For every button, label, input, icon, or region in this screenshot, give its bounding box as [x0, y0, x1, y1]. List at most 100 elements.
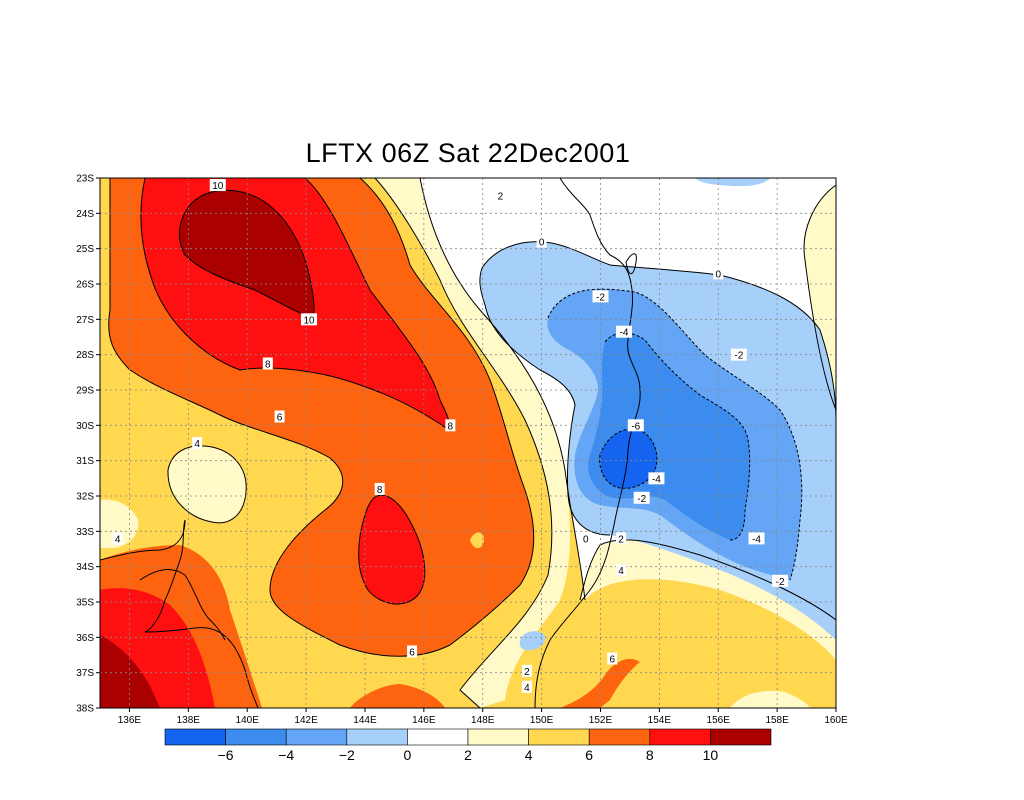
y-tick-label: 33S [76, 527, 94, 538]
colorbar-swatch [649, 728, 711, 746]
colorbar-label: −6 [218, 747, 234, 763]
contour-label: 6 [407, 645, 418, 658]
contour-label: 0 [536, 235, 547, 249]
contour-label: 10 [301, 313, 318, 326]
contour-label-text: 4 [524, 683, 530, 694]
contour-label: 4 [112, 532, 123, 545]
y-tick-label: 24S [76, 209, 94, 220]
colorbar-swatch [407, 728, 469, 746]
contour-label-bg [748, 532, 765, 545]
contour-label: -2 [592, 290, 609, 303]
x-tick-label: 152E [589, 715, 613, 726]
contour-label-bg [445, 419, 456, 432]
contour-label-bg [627, 419, 644, 432]
contour-label: -2 [772, 574, 789, 588]
y-axis: 23S 24S 25S 26S 27S 28S 29S 30S 31S 32S 33S 34S 35S 3… [76, 174, 100, 715]
band-p6-blob [470, 532, 484, 549]
contour-line-6 [108, 178, 535, 657]
contour-label-text: 10 [303, 315, 315, 326]
colorbar-label: 4 [525, 747, 533, 763]
contour-label: 2 [616, 532, 627, 545]
contour-label-text: 4 [194, 439, 200, 450]
x-tick-label: 144E [353, 715, 377, 726]
contour-label-text: 8 [448, 421, 454, 432]
contour-label: 0 [580, 532, 591, 545]
contour-label-bg [192, 437, 203, 449]
coastline-island [625, 253, 637, 275]
colorbar-swatch [588, 728, 651, 746]
contour-label-bg [407, 645, 418, 658]
colorbar-label: −2 [339, 747, 355, 763]
x-tick-label: 148E [471, 715, 495, 726]
contour-label-text: 8 [377, 485, 383, 496]
contour-label-bg [580, 532, 591, 545]
band-n8 [599, 429, 657, 489]
contour-label-text: 2 [524, 667, 530, 678]
contour-label-text: -2 [637, 494, 646, 505]
contour-line-neg4 [604, 332, 751, 541]
band-p2-east [804, 185, 836, 410]
x-tick-label: 146E [412, 715, 436, 726]
band-n2-small [519, 631, 546, 651]
contour-line-neg6 [599, 428, 658, 489]
x-tick-label: 142E [294, 715, 318, 726]
contour-label-text: -2 [596, 292, 605, 303]
coastlines [100, 178, 641, 708]
contour-line-0-west [479, 267, 611, 536]
contour-label-bg [262, 357, 273, 370]
y-tick-label: 36S [76, 633, 94, 644]
contour-label-text: 8 [265, 360, 271, 371]
contour-line-4 [419, 178, 586, 601]
x-tick-label: 140E [236, 715, 260, 726]
contour-line-2-south [579, 539, 836, 621]
contour-label-bg [616, 532, 627, 545]
colorbar-label: 10 [703, 747, 719, 763]
band-p10 [179, 190, 315, 318]
band-p2-nw-blob [167, 445, 247, 523]
contour-label-bg [536, 235, 547, 248]
contour-label-text: -4 [752, 534, 761, 545]
contour-label-bg [274, 410, 285, 423]
y-tick-label: 23S [76, 174, 94, 185]
contour-line-2 [374, 178, 553, 708]
y-tick-label: 34S [76, 562, 94, 573]
contour-label: 4 [192, 437, 203, 450]
band-n2-top [695, 178, 770, 187]
y-tick-label: 31S [76, 456, 94, 467]
contour-label-bg [209, 179, 226, 192]
band-p6-s [350, 684, 445, 708]
filled-contours [100, 178, 836, 708]
chart-title: LFTX 06Z Sat 22Dec2001 [305, 138, 631, 168]
contour-line-neg2 [547, 288, 803, 581]
x-tick-label: 136E [118, 715, 142, 726]
y-tick-label: 38S [76, 704, 94, 715]
contour-label-text: 2 [618, 534, 624, 545]
contour-label: -4 [616, 325, 633, 339]
contour-label-text: 6 [409, 647, 415, 658]
contour-label: 2 [495, 189, 506, 203]
coastline-east [534, 178, 641, 708]
contour-label-bg [592, 290, 609, 303]
band-p8-blob [358, 495, 425, 605]
contour-label-text: 2 [498, 192, 504, 203]
coastline-gulf [100, 519, 259, 708]
contour-label-text: 0 [539, 238, 545, 249]
contour-label-bg [521, 680, 532, 693]
x-tick-label: 156E [707, 715, 731, 726]
plot-border [99, 177, 837, 709]
contour-label-bg [521, 664, 532, 677]
contour-label-text: -6 [631, 421, 640, 432]
contour-label-bg [301, 313, 318, 326]
contour-line-2-east [803, 184, 836, 411]
x-tick-label: 158E [765, 715, 789, 726]
contour-label-text: 6 [609, 655, 615, 666]
x-tick-label: 138E [177, 715, 201, 726]
contour-label: 6 [607, 652, 618, 666]
colorbar-label: 0 [404, 747, 412, 763]
contour-label-text: -4 [652, 474, 661, 485]
x-tick-label: 150E [530, 715, 554, 726]
colorbar-swatch [710, 728, 772, 746]
contour-label-bg [607, 652, 618, 665]
contour-label: 6 [274, 410, 285, 424]
y-tick-label: 35S [76, 598, 94, 609]
